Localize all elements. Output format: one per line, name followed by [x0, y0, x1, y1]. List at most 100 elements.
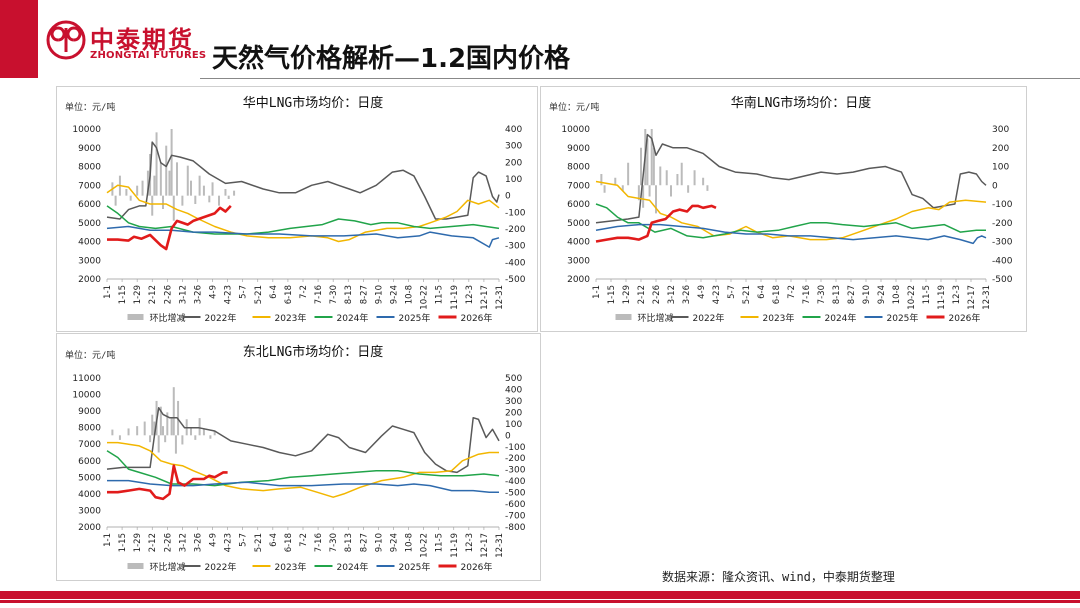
- y2-tick-label: 400: [505, 125, 522, 135]
- y-tick-label: 2000: [567, 275, 590, 285]
- x-tick-label: 2-12: [148, 285, 158, 304]
- y2-tick-label: -100: [505, 208, 526, 218]
- y2-tick-label: -200: [505, 454, 526, 464]
- x-tick-label: 8-13: [344, 285, 354, 304]
- bar-mom-change: [648, 185, 651, 197]
- x-tick-label: 8-27: [359, 285, 369, 304]
- x-tick-label: 8-13: [344, 533, 354, 552]
- x-tick-label: 7-30: [329, 285, 339, 304]
- series-line-2026: [107, 464, 228, 501]
- y-axis-unit-label: 单位：元/吨: [65, 101, 115, 113]
- bar-mom-change: [170, 418, 173, 436]
- bar-mom-change: [621, 185, 624, 191]
- x-tick-label: 5-7: [727, 285, 737, 299]
- x-tick-label: 2-26: [163, 533, 173, 552]
- x-tick-label: 2-26: [652, 285, 662, 304]
- y2-tick-label: 0: [505, 431, 511, 441]
- bar-mom-change: [194, 195, 197, 204]
- bar-mom-change: [702, 177, 705, 186]
- x-tick-label: 1-15: [607, 285, 617, 304]
- chart-title-huazhong: 华中LNG市场均价：日度: [243, 95, 383, 111]
- bar-mom-change: [157, 435, 160, 453]
- bar-mom-change: [118, 435, 121, 440]
- bar-mom-change: [706, 185, 709, 191]
- x-tick-label: 12-31: [982, 285, 992, 310]
- x-tick-label: 10-22: [420, 533, 430, 558]
- series-line-2022: [106, 407, 500, 474]
- x-tick-label: 9-24: [389, 533, 399, 552]
- x-tick-label: 12-3: [952, 285, 962, 304]
- y-tick-label: 4000: [78, 490, 101, 500]
- y-tick-label: 3000: [567, 256, 590, 266]
- x-tick-label: 9-24: [389, 285, 399, 304]
- x-tick-label: 5-7: [239, 285, 249, 299]
- x-tick-label: 6-18: [284, 533, 294, 552]
- series-line-2023: [595, 180, 987, 241]
- x-tick-label: 3-26: [193, 285, 203, 304]
- bar-mom-change: [227, 195, 230, 199]
- title-divider: [200, 78, 1080, 79]
- legend-label: 2026年: [461, 561, 493, 573]
- x-tick-label: 10-8: [405, 533, 415, 552]
- y2-tick-label: 200: [505, 158, 522, 168]
- bar-mom-change: [650, 129, 653, 186]
- y-tick-label: 5000: [567, 219, 590, 229]
- bar-mom-change: [153, 421, 156, 436]
- x-tick-label: 12-17: [480, 285, 490, 310]
- x-tick-label: 3-12: [178, 533, 188, 552]
- x-tick-label: 6-4: [757, 285, 767, 299]
- x-tick-label: 12-31: [495, 285, 505, 310]
- x-tick-label: 6-4: [269, 533, 279, 547]
- y2-tick-label: -400: [505, 258, 526, 268]
- bar-mom-change: [614, 177, 617, 186]
- x-tick-label: 5-21: [254, 285, 264, 304]
- bar-mom-change: [213, 430, 216, 436]
- bar-mom-change: [646, 138, 649, 186]
- bar-mom-change: [211, 182, 214, 196]
- x-tick-label: 9-24: [877, 285, 887, 304]
- series-line-2024: [106, 450, 500, 487]
- y-axis-unit-label: 单位：元/吨: [549, 101, 599, 113]
- x-tick-label: 3-26: [193, 533, 203, 552]
- y-tick-label: 4000: [567, 238, 590, 248]
- bar-mom-change: [652, 147, 655, 186]
- bar-mom-change: [166, 412, 169, 436]
- x-tick-label: 11-5: [435, 285, 445, 304]
- bar-mom-change: [202, 428, 205, 436]
- y2-tick-label: -100: [505, 443, 526, 453]
- y2-tick-label: -300: [505, 242, 526, 252]
- bar-mom-change: [162, 195, 164, 209]
- x-tick-label: 8-27: [359, 533, 369, 552]
- x-tick-label: 5-7: [239, 533, 249, 547]
- bar-mom-change: [155, 132, 158, 196]
- bar-mom-change: [129, 195, 132, 201]
- y-tick-label: 2000: [78, 275, 101, 285]
- y2-tick-label: 200: [505, 408, 522, 418]
- bar-mom-change: [162, 426, 164, 436]
- x-tick-label: 7-2: [299, 285, 309, 299]
- y-tick-label: 6000: [78, 200, 101, 210]
- y-tick-label: 2000: [78, 523, 101, 533]
- bar-mom-change: [640, 147, 642, 186]
- bar-mom-change: [151, 195, 154, 216]
- bar-mom-change: [181, 195, 184, 206]
- x-tick-label: 4-23: [224, 285, 234, 304]
- y2-tick-label: -200: [992, 219, 1013, 229]
- legend-label: 2025年: [887, 312, 919, 324]
- y2-tick-label: -600: [505, 500, 526, 510]
- y2-tick-label: 300: [505, 142, 522, 152]
- legend-swatch-bar: [615, 314, 632, 320]
- y2-tick-label: 300: [992, 125, 1009, 135]
- x-tick-label: 2-12: [148, 533, 158, 552]
- y-tick-label: 10000: [72, 125, 101, 135]
- bar-mom-change: [637, 185, 640, 201]
- x-tick-label: 11-5: [435, 533, 445, 552]
- legend-label: 2023年: [275, 312, 307, 324]
- y-tick-label: 11000: [72, 374, 101, 384]
- x-tick-label: 4-23: [224, 533, 234, 552]
- bar-mom-change: [170, 129, 173, 196]
- x-tick-label: 7-16: [314, 285, 324, 304]
- x-tick-label: 10-22: [420, 285, 430, 310]
- y2-tick-label: -500: [505, 489, 526, 499]
- y-tick-label: 4000: [78, 238, 101, 248]
